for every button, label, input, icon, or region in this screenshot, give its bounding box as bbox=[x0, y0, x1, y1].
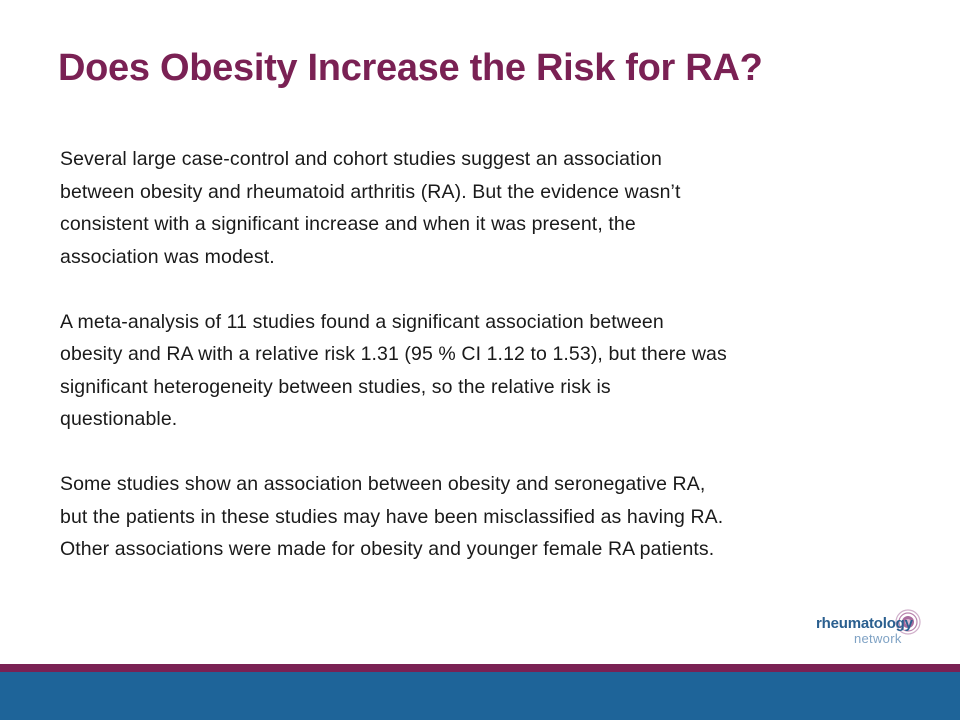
paragraph-line: A meta-analysis of 11 studies found a si… bbox=[60, 310, 664, 333]
paragraph-3: Some studies show an association between… bbox=[60, 468, 940, 566]
accent-stripe bbox=[0, 664, 960, 672]
paragraph-line: consistent with a significant increase a… bbox=[60, 213, 636, 235]
paragraph-line: but the patients in these studies may ha… bbox=[60, 505, 724, 528]
purple-circle-mark-icon bbox=[895, 609, 921, 635]
rheumatology-network-logo: rheumatology network bbox=[812, 608, 932, 654]
paragraph-line: Several large case-control and cohort st… bbox=[60, 148, 662, 170]
footer-bar bbox=[0, 672, 960, 720]
paragraph-line: Some studies show an association between… bbox=[60, 473, 706, 495]
logo-wordmark-top: rheumatology bbox=[816, 615, 913, 632]
logo-wordmark-bottom: network bbox=[854, 631, 902, 646]
paragraph-line: questionable. bbox=[60, 408, 178, 430]
paragraph-line: obesity and RA with a relative risk 1.31… bbox=[60, 343, 727, 365]
paragraph-1: Several large case-control and cohort st… bbox=[60, 143, 940, 273]
slide-title: Does Obesity Increase the Risk for RA? bbox=[58, 47, 763, 89]
paragraph-line: Other associations were made for obesity… bbox=[60, 538, 715, 560]
paragraph-line: association was modest. bbox=[60, 245, 275, 268]
paragraph-line: significant heterogeneity between studie… bbox=[60, 375, 611, 398]
paragraph-line: between obesity and rheumatoid arthritis… bbox=[60, 180, 681, 203]
paragraph-2: A meta-analysis of 11 studies found a si… bbox=[60, 306, 940, 436]
slide-body: Several large case-control and cohort st… bbox=[60, 143, 940, 566]
